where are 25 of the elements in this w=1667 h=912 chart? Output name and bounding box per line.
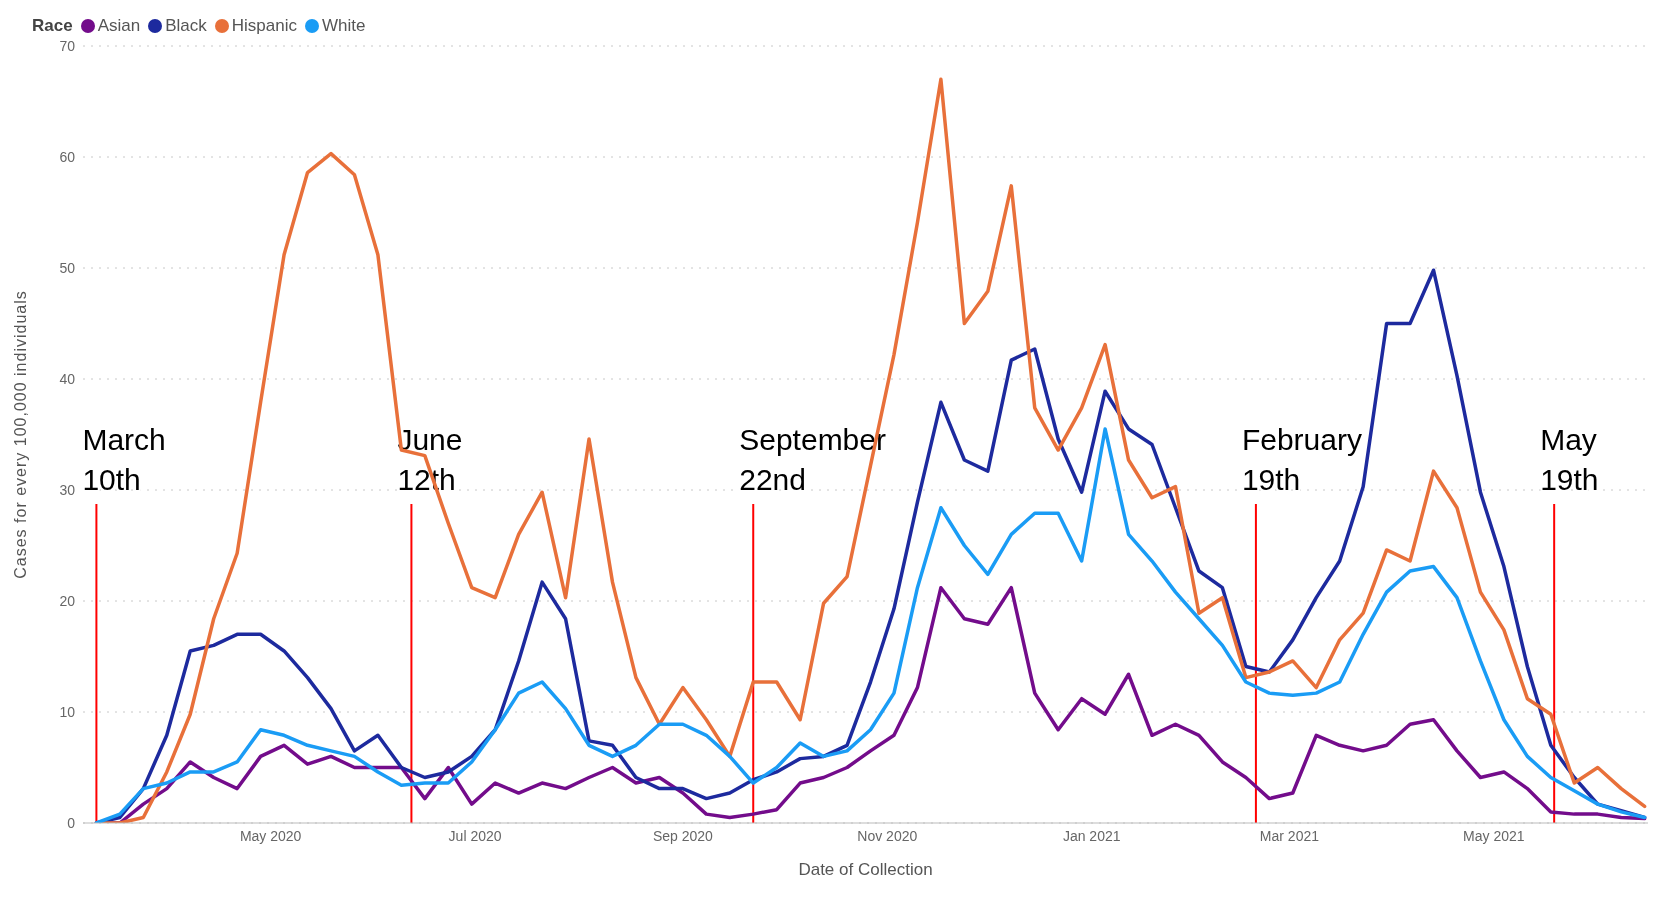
ref-line-label: March 10th (82, 423, 166, 497)
x-tick-label: Jan 2021 (1062, 827, 1121, 844)
legend-label: White (321, 16, 366, 36)
y-tick-label: 30 (59, 481, 76, 498)
y-tick-label: 0 (67, 814, 76, 831)
y-axis-title: Cases for every 100,000 individuals (11, 290, 29, 579)
ref-line-label: May 19th (1540, 423, 1599, 497)
x-tick-label: May 2020 (239, 827, 302, 844)
x-axis-title: Date of Collection (798, 860, 933, 879)
legend-label: Asian (97, 16, 141, 36)
ref-line-label: February 19th (1241, 423, 1362, 497)
x-tick-label: Jul 2020 (448, 827, 502, 844)
x-tick-label: Sep 2020 (652, 827, 714, 844)
y-tick-label: 60 (59, 148, 76, 165)
y-tick-label: 50 (59, 259, 76, 276)
x-tick-label: May 2021 (1463, 827, 1525, 844)
y-tick-label: 70 (59, 37, 76, 54)
y-tick-label: 40 (59, 370, 76, 387)
legend-title: Race (32, 16, 73, 36)
legend-label: Hispanic (231, 16, 297, 36)
y-tick-label: 10 (59, 703, 76, 720)
y-tick-label: 20 (59, 592, 76, 609)
legend-label: Black (165, 16, 207, 36)
x-tick-label: Mar 2021 (1259, 827, 1320, 844)
x-tick-label: Nov 2020 (857, 827, 918, 844)
